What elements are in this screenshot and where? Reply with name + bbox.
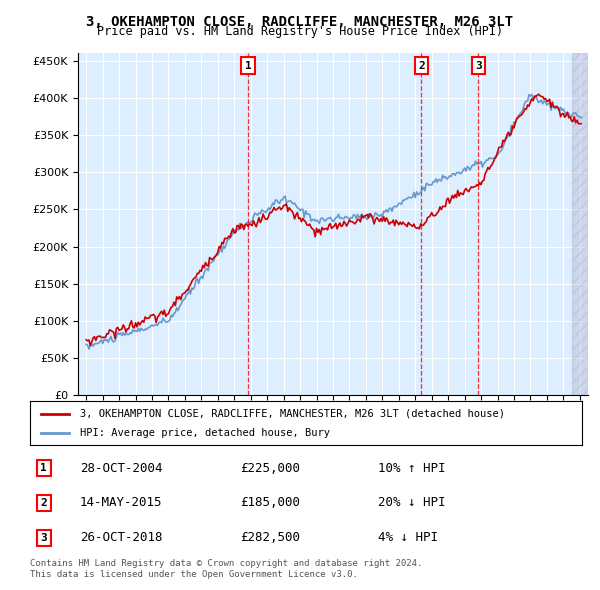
Bar bbox=[572, 53, 588, 395]
Text: 1: 1 bbox=[245, 61, 251, 71]
Text: 10% ↑ HPI: 10% ↑ HPI bbox=[378, 461, 445, 474]
Text: £225,000: £225,000 bbox=[240, 461, 300, 474]
Text: £282,500: £282,500 bbox=[240, 532, 300, 545]
Text: 4% ↓ HPI: 4% ↓ HPI bbox=[378, 532, 438, 545]
Text: 14-MAY-2015: 14-MAY-2015 bbox=[80, 496, 162, 510]
Text: 3: 3 bbox=[475, 61, 482, 71]
Text: 20% ↓ HPI: 20% ↓ HPI bbox=[378, 496, 445, 510]
Text: 3: 3 bbox=[40, 533, 47, 543]
Text: £185,000: £185,000 bbox=[240, 496, 300, 510]
Text: 28-OCT-2004: 28-OCT-2004 bbox=[80, 461, 162, 474]
Text: Contains HM Land Registry data © Crown copyright and database right 2024.: Contains HM Land Registry data © Crown c… bbox=[30, 559, 422, 568]
Text: HPI: Average price, detached house, Bury: HPI: Average price, detached house, Bury bbox=[80, 428, 329, 438]
Text: This data is licensed under the Open Government Licence v3.0.: This data is licensed under the Open Gov… bbox=[30, 571, 358, 579]
Text: 1: 1 bbox=[40, 463, 47, 473]
Text: 2: 2 bbox=[40, 498, 47, 508]
Text: 26-OCT-2018: 26-OCT-2018 bbox=[80, 532, 162, 545]
Text: 3, OKEHAMPTON CLOSE, RADCLIFFE, MANCHESTER, M26 3LT: 3, OKEHAMPTON CLOSE, RADCLIFFE, MANCHEST… bbox=[86, 15, 514, 29]
Text: Price paid vs. HM Land Registry's House Price Index (HPI): Price paid vs. HM Land Registry's House … bbox=[97, 25, 503, 38]
Text: 3, OKEHAMPTON CLOSE, RADCLIFFE, MANCHESTER, M26 3LT (detached house): 3, OKEHAMPTON CLOSE, RADCLIFFE, MANCHEST… bbox=[80, 409, 505, 418]
Text: 2: 2 bbox=[418, 61, 425, 71]
